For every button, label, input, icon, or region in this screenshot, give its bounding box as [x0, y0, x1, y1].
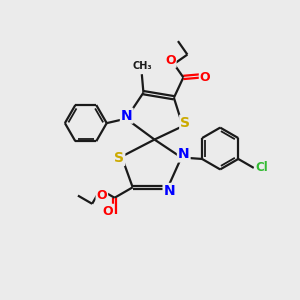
Text: O: O — [97, 189, 107, 202]
Text: O: O — [165, 54, 176, 67]
Text: CH₃: CH₃ — [132, 61, 152, 71]
Text: O: O — [103, 205, 113, 218]
Text: S: S — [114, 151, 124, 165]
Text: Cl: Cl — [255, 161, 268, 174]
Text: S: S — [180, 116, 190, 130]
Text: N: N — [164, 184, 175, 198]
Text: N: N — [178, 148, 190, 161]
Text: O: O — [200, 71, 210, 84]
Text: N: N — [121, 109, 133, 123]
